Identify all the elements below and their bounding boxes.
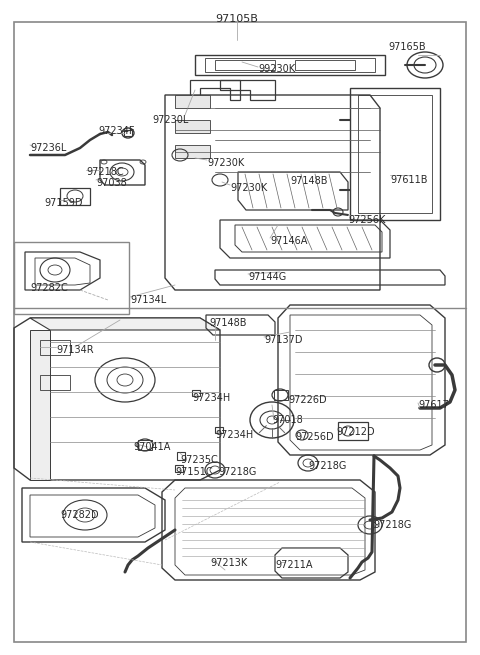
Text: 97134L: 97134L [130, 295, 166, 305]
Text: 97230L: 97230L [152, 115, 188, 125]
Text: 97151C: 97151C [175, 467, 213, 477]
Text: 97212D: 97212D [336, 427, 374, 437]
Text: 97230K: 97230K [230, 183, 267, 193]
Bar [295, 60, 355, 70]
Text: 97218G: 97218G [373, 520, 411, 530]
Text: 97146A: 97146A [270, 236, 307, 246]
Text: 97218G: 97218G [218, 467, 256, 477]
Polygon shape [175, 145, 210, 158]
Text: 97234H: 97234H [192, 393, 230, 403]
Text: 97159D: 97159D [44, 198, 83, 208]
Text: 97137D: 97137D [264, 335, 302, 345]
Text: 97235C: 97235C [180, 455, 218, 465]
Text: 97218G: 97218G [308, 461, 347, 471]
Bar [192, 390, 200, 396]
Text: 97105B: 97105B [216, 14, 258, 24]
Bar [138, 440, 152, 450]
Bar [14, 242, 129, 314]
Text: 97134R: 97134R [56, 345, 94, 355]
Text: 97041A: 97041A [133, 442, 170, 452]
Text: 97211A: 97211A [275, 560, 312, 570]
Bar [175, 465, 183, 472]
Text: 97226D: 97226D [288, 395, 326, 405]
Text: 97234H: 97234H [215, 430, 253, 440]
Text: 97234F: 97234F [98, 126, 134, 136]
Polygon shape [175, 120, 210, 133]
Text: 97144G: 97144G [248, 272, 286, 282]
Text: 99230K: 99230K [258, 64, 295, 74]
Text: 97213K: 97213K [210, 558, 247, 568]
Text: 97165B: 97165B [388, 42, 426, 52]
Text: 97282C: 97282C [30, 283, 68, 293]
Text: 97256D: 97256D [295, 432, 334, 442]
Polygon shape [30, 318, 220, 330]
Polygon shape [175, 95, 210, 108]
Bar [177, 452, 185, 460]
Text: 97230K: 97230K [207, 158, 244, 168]
Bar [215, 60, 275, 70]
Bar [124, 130, 132, 136]
Text: 97148B: 97148B [209, 318, 247, 328]
Text: 97038: 97038 [96, 178, 127, 188]
Text: 97256K: 97256K [348, 215, 385, 225]
Bar [274, 390, 288, 400]
Text: 97018: 97018 [272, 415, 303, 425]
Text: 97611B: 97611B [390, 175, 428, 185]
Text: 97218C: 97218C [86, 167, 124, 177]
Bar [338, 422, 368, 440]
Text: 97148B: 97148B [290, 176, 327, 186]
Polygon shape [30, 330, 50, 480]
Text: 97617: 97617 [418, 400, 449, 410]
Text: 97282D: 97282D [60, 510, 98, 520]
Text: 97236L: 97236L [30, 143, 66, 153]
Bar [215, 427, 223, 433]
